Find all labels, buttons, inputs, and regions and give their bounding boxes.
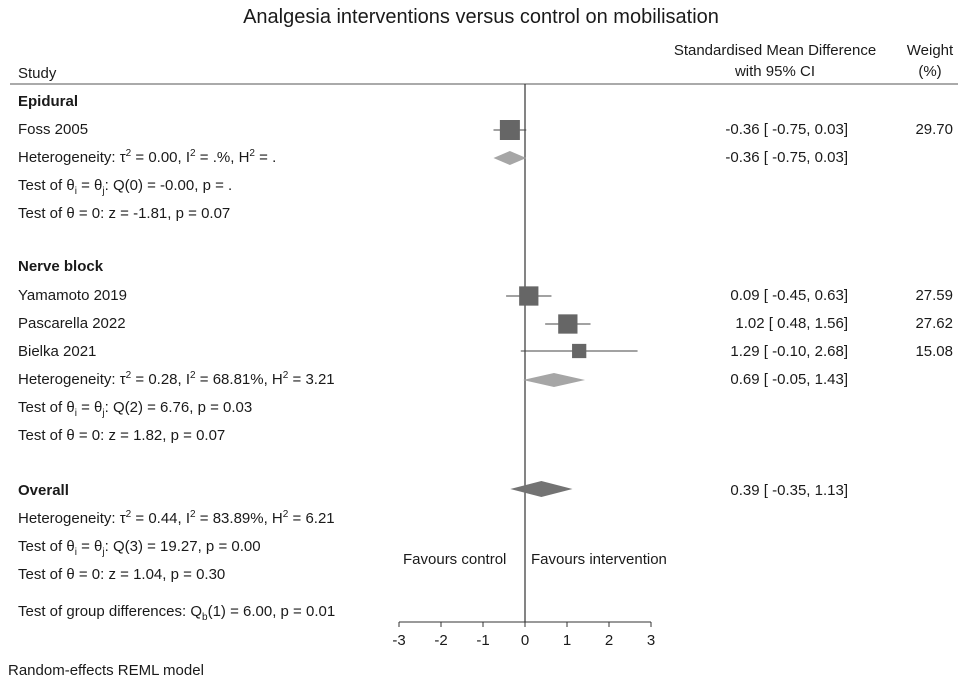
smd-header-line1: Standardised Mean Difference: [673, 42, 877, 59]
x-tick-label: 3: [647, 632, 655, 649]
study-marker: [558, 314, 578, 334]
study-ci-text: 1.29 [ -0.10, 2.68]: [730, 343, 848, 360]
smd-header-line2: with 95% CI: [734, 63, 816, 80]
x-tick-label: 0: [521, 632, 529, 649]
favours-intervention-label: Favours intervention: [531, 551, 667, 568]
study-name: Bielka 2021: [18, 343, 97, 360]
heterogeneity-overall: Heterogeneity: τ2 = 0.44, I2 = 83.89%, H…: [18, 509, 335, 527]
x-tick-label: -1: [476, 632, 489, 649]
study-weight: 15.08: [915, 343, 953, 360]
weight-header-line2: (%): [918, 63, 942, 80]
overall-label: Overall: [18, 482, 69, 499]
x-tick-label: 1: [563, 632, 571, 649]
heterogeneity-nerve-block: Heterogeneity: τ2 = 0.28, I2 = 68.81%, H…: [18, 370, 335, 388]
smd-column-header: Standardised Mean Difference with 95% CI: [650, 40, 900, 82]
overall-ci-text: 0.39 [ -0.35, 1.13]: [730, 482, 848, 499]
study-name: Pascarella 2022: [18, 315, 126, 332]
x-tick-label: -3: [392, 632, 405, 649]
study-column-header: Study: [18, 65, 57, 82]
test-group-differences: Test of group differences: Qb(1) = 6.00,…: [18, 603, 336, 623]
test-theta-i-nerve-block: Test of θi = θj: Q(2) = 6.76, p = 0.03: [18, 399, 253, 419]
study-weight: 27.59: [915, 287, 953, 304]
study-name: Foss 2005: [18, 121, 89, 138]
x-tick-label: 2: [605, 632, 613, 649]
subgroup-ci-text-epidural: -0.36 [ -0.75, 0.03]: [725, 149, 848, 166]
heterogeneity-epidural: Heterogeneity: τ2 = 0.00, I2 = .%, H2 = …: [18, 148, 277, 166]
model-footnote: Random-effects REML model: [8, 662, 204, 679]
study-weight: 27.62: [915, 315, 953, 332]
group-label-nerve-block: Nerve block: [18, 258, 104, 275]
test-theta-i-epidural: Test of θi = θj: Q(0) = -0.00, p = .: [18, 177, 233, 197]
study-marker: [519, 286, 539, 306]
test-theta0-nerve-block: Test of θ = 0: z = 1.82, p = 0.07: [18, 427, 226, 444]
test-theta0-epidural: Test of θ = 0: z = -1.81, p = 0.07: [18, 205, 231, 222]
weight-header-line1: Weight: [906, 42, 954, 59]
subgroup-diamond: [522, 373, 586, 387]
study-name: Yamamoto 2019: [18, 287, 127, 304]
favours-control-label: Favours control: [403, 551, 507, 568]
x-tick-label: -2: [434, 632, 447, 649]
overall-diamond: [510, 481, 573, 497]
study-ci-text: 1.02 [ 0.48, 1.56]: [735, 315, 848, 332]
test-theta-i-overall: Test of θi = θj: Q(3) = 19.27, p = 0.00: [18, 538, 261, 558]
test-theta0-overall: Test of θ = 0: z = 1.04, p = 0.30: [18, 566, 226, 583]
study-ci-text: -0.36 [ -0.75, 0.03]: [725, 121, 848, 138]
study-ci-text: 0.09 [ -0.45, 0.63]: [730, 287, 848, 304]
study-marker: [499, 120, 520, 140]
study-marker: [572, 343, 587, 359]
weight-column-header: Weight (%): [900, 40, 960, 82]
group-label-epidural: Epidural: [18, 93, 79, 110]
chart-title: Analgesia interventions versus control o…: [243, 6, 719, 28]
subgroup-diamond: [493, 151, 527, 165]
subgroup-ci-text-nerve-block: 0.69 [ -0.05, 1.43]: [730, 371, 848, 388]
study-weight: 29.70: [915, 121, 953, 138]
